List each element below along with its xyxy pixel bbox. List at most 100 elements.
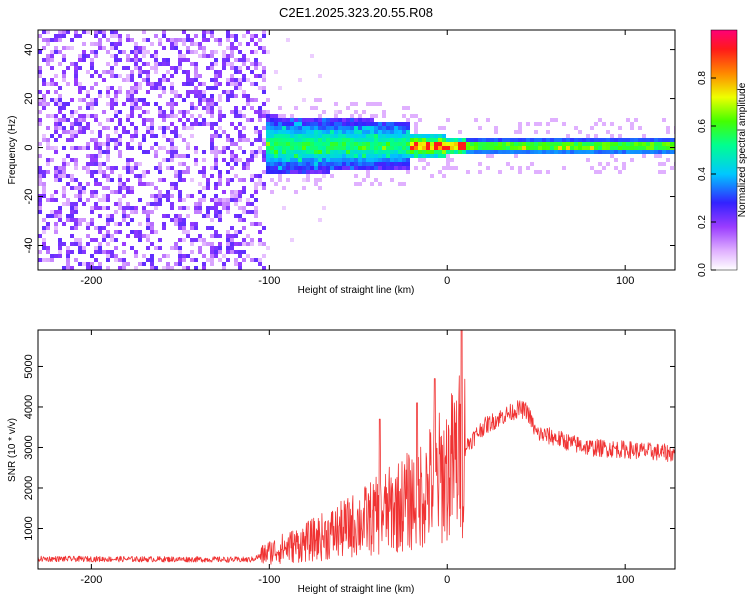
heatmap-cell <box>418 150 422 154</box>
heatmap-cell <box>238 42 242 46</box>
heatmap-cell <box>170 98 174 102</box>
heatmap-cell <box>54 74 58 78</box>
heatmap-cell <box>194 42 198 46</box>
heatmap-cell <box>150 54 154 58</box>
heatmap-cell <box>222 262 226 266</box>
heatmap-cell <box>210 134 214 138</box>
heatmap-cell <box>254 154 258 158</box>
heatmap-cell <box>402 162 406 166</box>
heatmap-cell <box>282 126 286 130</box>
heatmap-cell <box>354 118 358 122</box>
heatmap-cell <box>210 146 214 150</box>
heatmap-cell <box>234 126 238 130</box>
heatmap-cell <box>354 158 358 162</box>
heatmap-cell <box>398 158 402 162</box>
heatmap-cell <box>258 62 262 66</box>
heatmap-cell <box>210 142 214 146</box>
heatmap-cell <box>174 146 178 150</box>
heatmap-cell <box>318 122 322 126</box>
heatmap-cell <box>442 154 446 158</box>
heatmap-cell <box>338 130 342 134</box>
heatmap-cell <box>110 254 114 258</box>
heatmap-cell <box>162 58 166 62</box>
heatmap-cell <box>342 162 346 166</box>
heatmap-cell <box>54 190 58 194</box>
heatmap-cell <box>150 242 154 246</box>
heatmap-cell <box>318 134 322 138</box>
heatmap-cell <box>178 238 182 242</box>
heatmap-cell <box>138 146 142 150</box>
heatmap-cell <box>86 170 90 174</box>
heatmap-cell <box>146 182 150 186</box>
heatmap-cell <box>190 178 194 182</box>
heatmap-cell <box>258 46 262 50</box>
heatmap-cell <box>42 170 46 174</box>
heatmap-cell <box>38 66 42 70</box>
heatmap-cell <box>182 30 186 34</box>
heatmap-cell <box>314 150 318 154</box>
heatmap-cell <box>262 154 266 158</box>
heatmap-cell <box>410 138 414 142</box>
heatmap-cell <box>510 138 514 142</box>
heatmap-cell <box>486 142 490 146</box>
heatmap-cell <box>174 46 178 50</box>
heatmap-cell <box>158 162 162 166</box>
heatmap-cell <box>146 62 150 66</box>
heatmap-cell <box>254 198 258 202</box>
heatmap-cell <box>146 130 150 134</box>
heatmap-cell <box>290 142 294 146</box>
heatmap-cell <box>86 166 90 170</box>
heatmap-y-axis-label: Frequency (Hz) <box>7 116 18 185</box>
heatmap-cell <box>254 58 258 62</box>
heatmap-cell <box>214 230 218 234</box>
heatmap-cell <box>246 158 250 162</box>
heatmap-cell <box>182 58 186 62</box>
heatmap-cell <box>114 42 118 46</box>
heatmap-cell <box>434 138 438 142</box>
heatmap-cell <box>366 174 370 178</box>
heatmap-cell <box>86 266 90 270</box>
heatmap-cell <box>266 154 270 158</box>
heatmap-cell <box>218 98 222 102</box>
heatmap-cell <box>142 78 146 82</box>
heatmap-cell <box>78 198 82 202</box>
heatmap-cell <box>126 166 130 170</box>
heatmap-cell <box>218 178 222 182</box>
heatmap-cell <box>254 214 258 218</box>
heatmap-cell <box>666 138 670 142</box>
heatmap-cell <box>610 134 614 138</box>
heatmap-cell <box>170 158 174 162</box>
heatmap-cell <box>230 90 234 94</box>
heatmap-cell <box>166 194 170 198</box>
heatmap-cell <box>154 246 158 250</box>
heatmap-cell <box>366 130 370 134</box>
heatmap-cell <box>198 102 202 106</box>
heatmap-cell <box>118 178 122 182</box>
heatmap-cell <box>238 82 242 86</box>
heatmap-cell <box>374 130 378 134</box>
heatmap-cell <box>242 62 246 66</box>
heatmap-cell <box>66 214 70 218</box>
heatmap-cell <box>114 98 118 102</box>
heatmap-cell <box>386 150 390 154</box>
heatmap-cell <box>174 70 178 74</box>
heatmap-cell <box>114 90 118 94</box>
heatmap-cell <box>402 182 406 186</box>
heatmap-cell <box>178 58 182 62</box>
heatmap-cell <box>358 122 362 126</box>
heatmap-cell <box>94 170 98 174</box>
heatmap-cell <box>78 58 82 62</box>
heatmap-cell <box>90 218 94 222</box>
heatmap-cell <box>598 138 602 142</box>
heatmap-cell <box>138 114 142 118</box>
heatmap-cell <box>74 210 78 214</box>
heatmap-cell <box>190 194 194 198</box>
heatmap-cell <box>266 50 270 54</box>
heatmap-cell <box>38 122 42 126</box>
heatmap-cell <box>90 66 94 70</box>
heatmap-cell <box>402 154 406 158</box>
heatmap-cell <box>70 62 74 66</box>
heatmap-cell <box>102 78 106 82</box>
heatmap-cell <box>174 262 178 266</box>
